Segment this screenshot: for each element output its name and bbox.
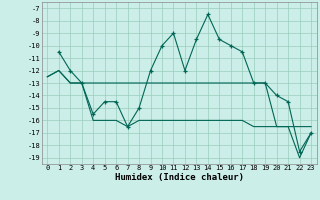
X-axis label: Humidex (Indice chaleur): Humidex (Indice chaleur): [115, 173, 244, 182]
